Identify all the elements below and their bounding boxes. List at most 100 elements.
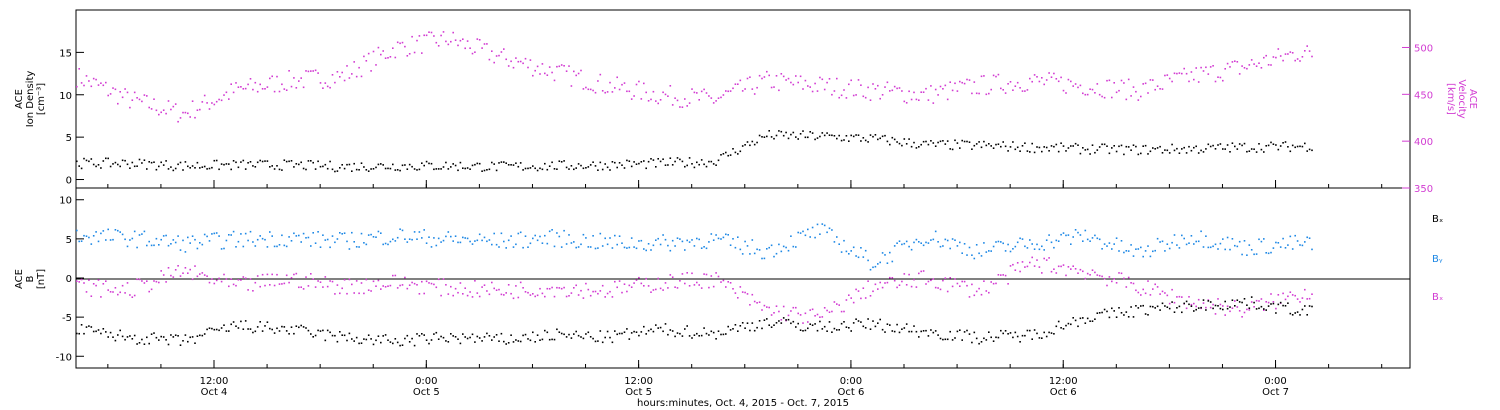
bx-point xyxy=(855,318,857,320)
bx-point xyxy=(138,342,141,344)
density-point xyxy=(872,135,874,138)
by-point xyxy=(196,247,199,250)
bz-point xyxy=(179,275,182,277)
by-point xyxy=(295,235,298,237)
bz-point xyxy=(143,282,146,284)
density-point xyxy=(1181,148,1183,150)
velocity-point xyxy=(643,82,645,85)
by-point xyxy=(944,238,947,241)
bx-point xyxy=(1103,308,1106,311)
velocity-point xyxy=(203,94,206,97)
by-point xyxy=(1016,241,1019,244)
bz-point xyxy=(722,279,725,282)
bz-point xyxy=(218,277,220,280)
bz-point xyxy=(1222,305,1224,307)
density-point xyxy=(1050,145,1053,147)
velocity-point xyxy=(737,83,739,85)
bz-point xyxy=(821,316,824,318)
bz-point xyxy=(1267,301,1270,304)
bx-point xyxy=(1200,306,1202,309)
bz-point xyxy=(1098,274,1101,277)
by-point xyxy=(201,243,204,246)
by-point xyxy=(922,244,925,247)
density-point xyxy=(307,160,310,162)
bz-point xyxy=(384,286,387,288)
bx-point xyxy=(384,334,387,336)
bx-point xyxy=(211,327,213,330)
by-point xyxy=(1127,250,1130,252)
velocity-point xyxy=(920,91,922,93)
bz-point xyxy=(225,278,228,280)
density-point xyxy=(782,134,785,137)
by-point xyxy=(942,245,944,247)
density-point xyxy=(155,168,158,171)
density-point xyxy=(1072,145,1074,147)
bx-point xyxy=(290,326,293,328)
bz-point xyxy=(587,288,590,291)
bz-point xyxy=(807,321,809,323)
by-point xyxy=(816,223,819,226)
by-point xyxy=(1098,238,1101,241)
density-point xyxy=(372,168,375,170)
by-point xyxy=(975,244,978,246)
bx-point xyxy=(831,331,833,333)
bx-point xyxy=(556,328,558,331)
bz-point xyxy=(1074,268,1077,270)
velocity-point xyxy=(1166,74,1169,76)
density-point xyxy=(329,160,331,163)
bz-point xyxy=(440,294,442,297)
velocity-point xyxy=(1229,66,1231,68)
bx-point xyxy=(727,325,729,328)
by-point xyxy=(143,230,146,233)
bz-point xyxy=(136,278,138,281)
velocity-point xyxy=(836,77,838,80)
bx-point xyxy=(1224,300,1226,303)
velocity-point xyxy=(700,90,703,93)
density-point xyxy=(905,143,908,145)
by-point xyxy=(703,246,705,248)
density-point xyxy=(802,130,804,132)
velocity-point xyxy=(1207,73,1210,75)
velocity-point xyxy=(698,99,700,101)
velocity-point xyxy=(281,83,283,86)
density-point xyxy=(1065,150,1067,152)
velocity-point xyxy=(828,78,831,80)
by-point xyxy=(628,246,631,249)
velocity-point xyxy=(235,82,237,84)
by-point xyxy=(1260,240,1263,243)
bx-point xyxy=(500,332,503,335)
density-point xyxy=(889,143,891,146)
velocity-point xyxy=(556,65,558,68)
by-point xyxy=(363,242,365,244)
velocity-point xyxy=(310,70,312,72)
by-point xyxy=(804,234,807,237)
bx-point xyxy=(1147,314,1149,316)
by-point xyxy=(392,238,394,241)
density-point xyxy=(162,164,165,166)
velocity-point xyxy=(452,31,454,34)
bx-point xyxy=(199,334,201,337)
by-point xyxy=(684,249,686,251)
bz-point xyxy=(1241,316,1243,318)
by-point xyxy=(179,249,182,251)
velocity-point xyxy=(1012,89,1014,91)
bx-point xyxy=(918,336,920,338)
top-right-tick-label: 500 xyxy=(1414,43,1433,54)
by-point xyxy=(322,234,324,236)
bz-point xyxy=(761,309,763,311)
bz-point xyxy=(244,277,247,280)
density-point xyxy=(158,165,160,168)
by-point xyxy=(491,243,493,246)
bz-point xyxy=(898,284,901,286)
density-point xyxy=(819,135,821,138)
density-point xyxy=(587,166,590,168)
by-point xyxy=(850,250,852,252)
velocity-point xyxy=(218,98,220,101)
density-point xyxy=(225,163,228,165)
velocity-point xyxy=(741,90,744,92)
bx-point xyxy=(283,326,286,328)
by-point xyxy=(1135,248,1137,250)
by-point xyxy=(148,240,150,243)
velocity-point xyxy=(1197,81,1200,83)
by-point xyxy=(867,259,869,262)
